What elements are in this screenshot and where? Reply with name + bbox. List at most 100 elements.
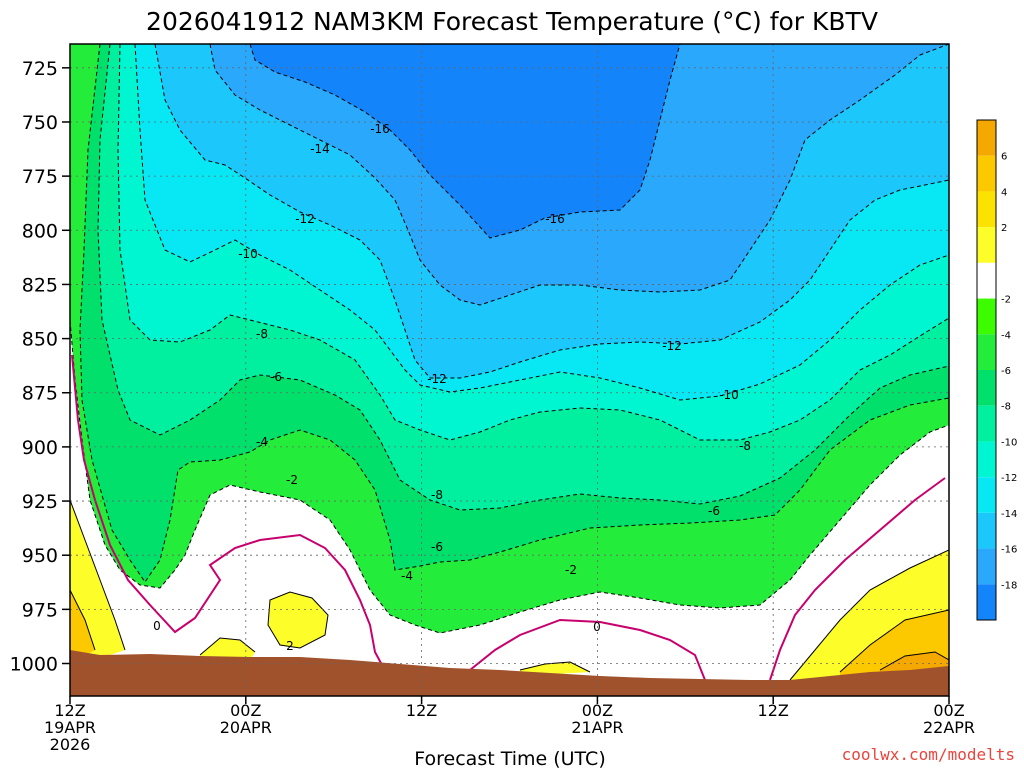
freezing-line-mid [469,618,706,681]
colorbar-segment [977,477,996,513]
band-minus16-minus18 [250,44,680,238]
contour-label: -16 [370,122,390,136]
contour-plus6-right [879,651,949,671]
contour-plus2-left [70,499,126,651]
contour-minus6 [97,44,949,511]
contour-minus10 [134,44,949,401]
colorbar-segment [977,298,996,335]
x-tick-label: 20APR [220,718,272,737]
solid-contours [70,499,949,681]
colorbar-frame [976,119,997,621]
x-tick-label: 19APR [44,718,96,737]
x-tick-label: 22APR [923,718,975,737]
colorbar-tick-label: 6 [1001,152,1007,163]
colorbar-segment [977,155,996,192]
x-tick-label: 12Z [758,701,789,720]
colorbar-segment [977,370,996,406]
contour-label: -6 [431,540,443,554]
contour-label: -14 [310,142,330,156]
colorbar: 6 4 2 -2 -4 -6 -8 -10 -12 -14 -16 -18 [976,119,1017,621]
contour-plus4-left [70,589,96,651]
colorbar-tick-label: -10 [1001,437,1017,448]
contour-label: -4 [256,435,268,449]
terrain [70,650,949,696]
colorbar-segment [977,405,996,442]
x-tick-label: 2026 [50,735,91,754]
contour-plus2-mid-bottom [199,637,256,656]
y-tick-label: 825 [22,274,58,296]
colorbar-tick-label: 2 [1001,223,1007,234]
contour-label: -2 [565,563,577,577]
x-tick-label: 12Z [406,701,437,720]
contour-label: -8 [739,439,751,453]
colorbar-tick-label: -16 [1001,545,1017,556]
colorbar-segment [977,441,996,478]
contour-minus4 [79,44,949,583]
grid-lines [69,44,950,696]
freezing-line-right [769,477,946,681]
contour-plus2-right [789,549,949,681]
contour-label: -16 [545,212,565,226]
colorbar-segment [977,334,996,370]
contour-label: -2 [286,473,298,487]
contour-minus12 [154,44,949,379]
colorbar-tick-label: -6 [1001,366,1011,377]
colorbar-tick-label: 4 [1001,187,1007,198]
y-tick-label: 800 [22,220,58,242]
y-tick-label: 1000 [10,654,58,676]
x-axis-label: Forecast Time (UTC) [414,748,605,768]
contour-label: -10 [719,388,739,402]
credit-text: coolwx.com/modelts [842,745,1015,764]
colorbar-segment [977,512,996,549]
y-tick-label: 900 [22,437,58,459]
x-tick-label: 00Z [230,701,261,720]
filled-contours [70,44,949,696]
contour-plus4-right [839,609,949,673]
colorbar-tick-label: -8 [1001,402,1011,413]
y-tick-label: 950 [22,545,58,567]
freezing-line [71,354,946,681]
contour-minus14 [209,44,949,306]
colorbar-tick-label: -14 [1001,509,1017,520]
y-tick-label: 925 [22,491,58,513]
x-tick-label: 12Z [54,701,85,720]
contour-label: -10 [238,247,258,261]
y-tick-label: 775 [22,166,58,188]
contour-label: 0 [153,619,161,633]
y-tick-label: 875 [22,383,58,405]
contour-label: -4 [401,569,413,583]
contour-label: -12 [295,212,315,226]
contour-minus16 [249,44,681,239]
dashed-contours [70,44,949,634]
x-tick-label: 00Z [582,701,613,720]
colorbar-segment [977,262,996,299]
warm-patch-left-inner [70,590,95,660]
colorbar-segment [977,227,996,263]
y-tick-label: 750 [22,112,58,134]
contour-label: -8 [431,488,443,502]
colorbar-segment [977,548,996,585]
warm-patch-mid-bottom [200,638,255,662]
contour-label: -6 [708,504,720,518]
freezing-line-left [71,354,383,666]
chart-title: 2026041912 NAM3KM Forecast Temperature (… [146,7,878,36]
contour-plus2-mid [267,591,329,649]
colorbar-segment [977,584,996,620]
x-tick-label: 21APR [571,718,623,737]
y-tick-label: 975 [22,599,58,621]
y-tick-label: 725 [22,58,58,80]
contour-labels: -16 -14 -16 -12 -10 -8 -12 -6 -12 -10 -4 -8 -2 -8 -6 -6… [153,122,751,653]
contour-label: 0 [593,620,601,634]
colorbar-tick-label: -18 [1001,580,1017,591]
contour-label: -12 [662,339,682,353]
contour-plus2-center [519,661,591,673]
colorbar-tick-label: -12 [1001,473,1017,484]
contour-label: -8 [256,327,268,341]
contour-label: -6 [270,370,282,384]
y-axis: 725 750 775 800 825 850 875 900 925 950 975 1000 [10,58,70,676]
colorbar-tick-label: -2 [1001,295,1011,306]
colorbar-segment [977,120,996,156]
warm-patch-mid [268,592,328,648]
